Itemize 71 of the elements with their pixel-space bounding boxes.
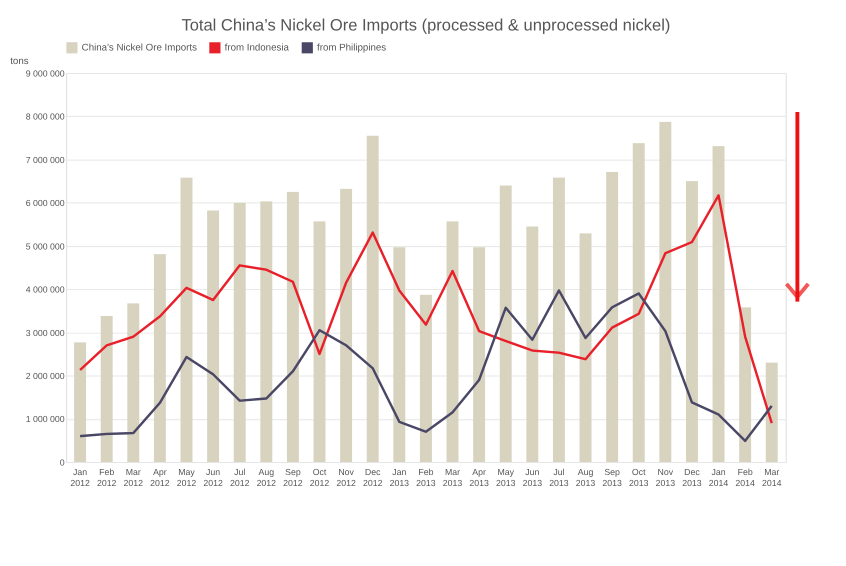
- x-tick-label: Jan 2012: [70, 467, 90, 488]
- bar: [500, 185, 512, 462]
- x-tick-label: Apr 2012: [150, 467, 170, 488]
- x-tick-label: Dec 2012: [362, 467, 383, 488]
- y-axis-title: tons: [10, 56, 29, 67]
- bar: [100, 316, 113, 462]
- x-tick-label: May 2012: [176, 467, 196, 488]
- bar: [207, 210, 220, 462]
- y-tick-label: 4 000 000: [26, 284, 65, 295]
- x-tick-label: Jul 2012: [230, 467, 250, 488]
- y-tick-label: 3 000 000: [26, 328, 65, 338]
- legend-label: from Philippines: [317, 42, 386, 54]
- bar: [154, 254, 166, 462]
- bar: [74, 342, 86, 462]
- bar: [420, 294, 432, 462]
- bar: [580, 233, 592, 462]
- y-tick-label: 2 000 000: [26, 371, 65, 382]
- bar: [606, 172, 618, 462]
- bar: [446, 221, 459, 462]
- legend-label: China's Nickel Ore Imports: [82, 42, 198, 54]
- bar: [712, 146, 725, 462]
- bar: [234, 202, 246, 462]
- x-tick-label: Feb 2013: [416, 467, 436, 488]
- x-tick-label: Feb 2014: [735, 467, 756, 488]
- y-tick-label: 6 000 000: [26, 198, 65, 208]
- x-tick-label: Aug 2013: [576, 467, 596, 488]
- x-tick-label: Oct 2012: [310, 467, 330, 488]
- y-tick-label: 8 000 000: [26, 112, 65, 122]
- x-tick-label: Dec 2013: [682, 467, 702, 488]
- x-tick-label: Nov 2013: [656, 467, 676, 488]
- x-tick-label: Jun 2012: [203, 467, 223, 488]
- x-tick-label: May 2013: [496, 467, 516, 488]
- line-series: [78, 289, 773, 442]
- bar: [286, 192, 299, 462]
- y-tick-label: 9 000 000: [26, 68, 65, 78]
- bar: [127, 303, 140, 462]
- bar: [659, 122, 672, 462]
- bar: [260, 201, 272, 462]
- x-tick-label: Nov 2012: [336, 467, 356, 488]
- bar: [766, 362, 778, 462]
- line-series: [78, 194, 773, 424]
- x-tick-label: Jun 2013: [522, 467, 542, 488]
- bar: [686, 181, 698, 462]
- bar: [552, 178, 565, 462]
- x-tick-label: Jan 2014: [708, 467, 728, 488]
- x-tick-label: Jul 2013: [549, 467, 569, 488]
- bar: [473, 247, 486, 462]
- chart-title: Total China’s Nickel Ore Imports (processed & unprocessed nickel): [181, 15, 670, 34]
- x-tick-label: Mar 2014: [762, 467, 782, 488]
- x-tick-label: Mar 2013: [442, 467, 462, 488]
- legend-label: from Indonesia: [224, 42, 290, 54]
- x-tick-label: Oct 2013: [629, 467, 649, 488]
- bar: [526, 226, 538, 462]
- bar: [739, 307, 752, 462]
- bar: [366, 136, 379, 462]
- x-tick-label: Mar 2012: [124, 467, 144, 488]
- y-tick-label: 7 000 000: [26, 154, 65, 165]
- bar: [632, 143, 645, 462]
- x-tick-label: Apr 2013: [469, 467, 489, 488]
- y-tick-label: 1 000 000: [26, 414, 65, 424]
- bar: [180, 178, 192, 462]
- x-tick-label: Sep 2012: [283, 467, 303, 488]
- x-tick-label: Aug 2012: [256, 467, 276, 488]
- y-tick-label: 0: [60, 457, 65, 468]
- y-tick-label: 5 000 000: [26, 241, 65, 252]
- bar: [393, 247, 406, 462]
- x-tick-label: Sep 2013: [602, 467, 622, 488]
- bar: [340, 188, 352, 462]
- x-tick-label: Feb 2012: [96, 467, 117, 488]
- bar: [314, 221, 326, 462]
- x-tick-label: Jan 2013: [390, 467, 410, 488]
